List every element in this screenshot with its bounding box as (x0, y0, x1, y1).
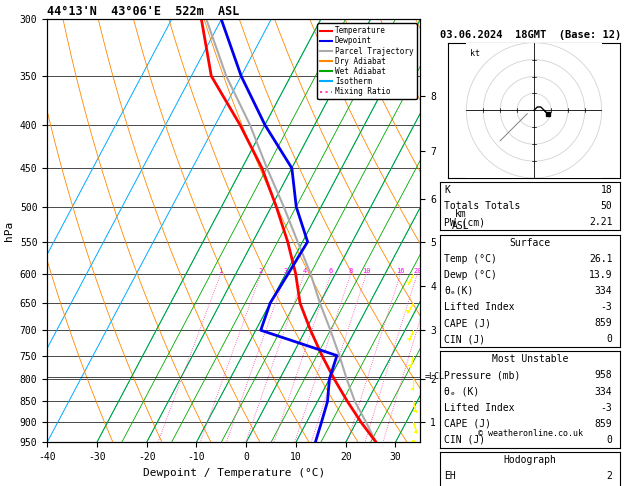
Text: 4: 4 (302, 268, 306, 274)
Y-axis label: km
ASL: km ASL (452, 209, 470, 231)
Text: 20: 20 (413, 268, 421, 274)
Text: θₑ (K): θₑ (K) (444, 386, 479, 397)
Y-axis label: hPa: hPa (4, 221, 14, 241)
Text: 958: 958 (595, 370, 613, 381)
Text: 8: 8 (348, 268, 353, 274)
Text: Most Unstable: Most Unstable (492, 354, 569, 364)
Text: CAPE (J): CAPE (J) (444, 318, 491, 328)
Text: 6: 6 (329, 268, 333, 274)
Text: Hodograph: Hodograph (504, 455, 557, 465)
Text: K: K (444, 185, 450, 195)
Text: Totals Totals: Totals Totals (444, 201, 520, 211)
Text: -3: -3 (601, 302, 613, 312)
Text: CIN (J): CIN (J) (444, 434, 485, 445)
Text: 859: 859 (595, 318, 613, 328)
Text: =LCL: =LCL (425, 372, 445, 382)
Text: 0: 0 (606, 434, 613, 445)
X-axis label: Dewpoint / Temperature (°C): Dewpoint / Temperature (°C) (143, 468, 325, 478)
Text: Pressure (mb): Pressure (mb) (444, 370, 520, 381)
Text: Surface: Surface (509, 238, 551, 248)
Text: EH: EH (444, 471, 456, 481)
Text: 2: 2 (259, 268, 263, 274)
Text: 13.9: 13.9 (589, 270, 613, 280)
Text: θₑ(K): θₑ(K) (444, 286, 474, 296)
Text: 50: 50 (601, 201, 613, 211)
Text: CIN (J): CIN (J) (444, 334, 485, 344)
Text: -3: -3 (601, 402, 613, 413)
Text: 03.06.2024  18GMT  (Base: 12): 03.06.2024 18GMT (Base: 12) (440, 30, 621, 40)
Text: Lifted Index: Lifted Index (444, 402, 515, 413)
Text: PW (cm): PW (cm) (444, 217, 485, 227)
Text: 44°13'N  43°06'E  522m  ASL: 44°13'N 43°06'E 522m ASL (47, 5, 240, 18)
Text: 2.21: 2.21 (589, 217, 613, 227)
Text: 859: 859 (595, 418, 613, 429)
Text: 26.1: 26.1 (589, 254, 613, 264)
Text: 3: 3 (284, 268, 288, 274)
Text: 10: 10 (362, 268, 370, 274)
Text: 334: 334 (595, 286, 613, 296)
Text: 1: 1 (219, 268, 223, 274)
Text: 0: 0 (606, 334, 613, 344)
Text: 18: 18 (601, 185, 613, 195)
Text: 16: 16 (396, 268, 405, 274)
Text: 2: 2 (606, 471, 613, 481)
Legend: Temperature, Dewpoint, Parcel Trajectory, Dry Adiabat, Wet Adiabat, Isotherm, Mi: Temperature, Dewpoint, Parcel Trajectory… (317, 23, 416, 99)
Text: © weatheronline.co.uk: © weatheronline.co.uk (477, 429, 582, 438)
Text: Temp (°C): Temp (°C) (444, 254, 497, 264)
Text: 334: 334 (595, 386, 613, 397)
Text: Lifted Index: Lifted Index (444, 302, 515, 312)
Text: CAPE (J): CAPE (J) (444, 418, 491, 429)
Text: Dewp (°C): Dewp (°C) (444, 270, 497, 280)
